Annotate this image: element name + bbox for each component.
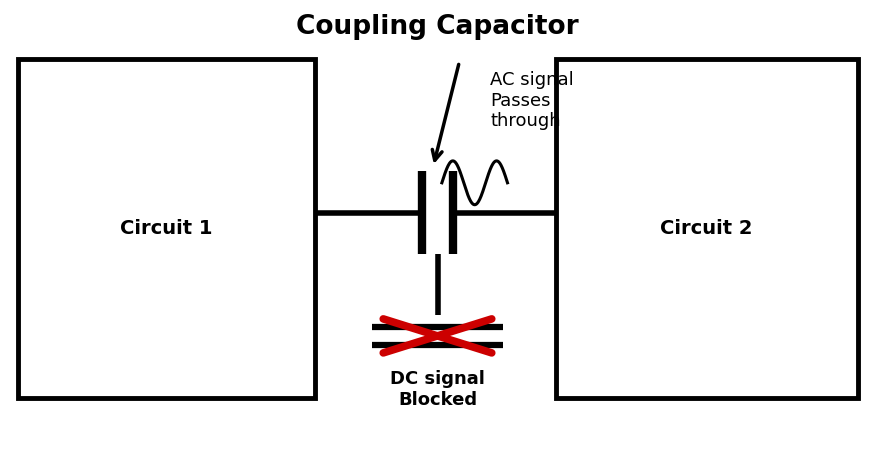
Text: Circuit 2: Circuit 2 bbox=[661, 219, 752, 238]
Text: Circuit 1: Circuit 1 bbox=[120, 219, 213, 238]
Bar bbox=[556, 59, 858, 398]
Text: DC signal
Blocked: DC signal Blocked bbox=[390, 370, 485, 409]
Text: AC signal
Passes
through: AC signal Passes through bbox=[490, 71, 574, 130]
Bar bbox=[18, 59, 315, 398]
Text: Coupling Capacitor: Coupling Capacitor bbox=[296, 14, 579, 40]
